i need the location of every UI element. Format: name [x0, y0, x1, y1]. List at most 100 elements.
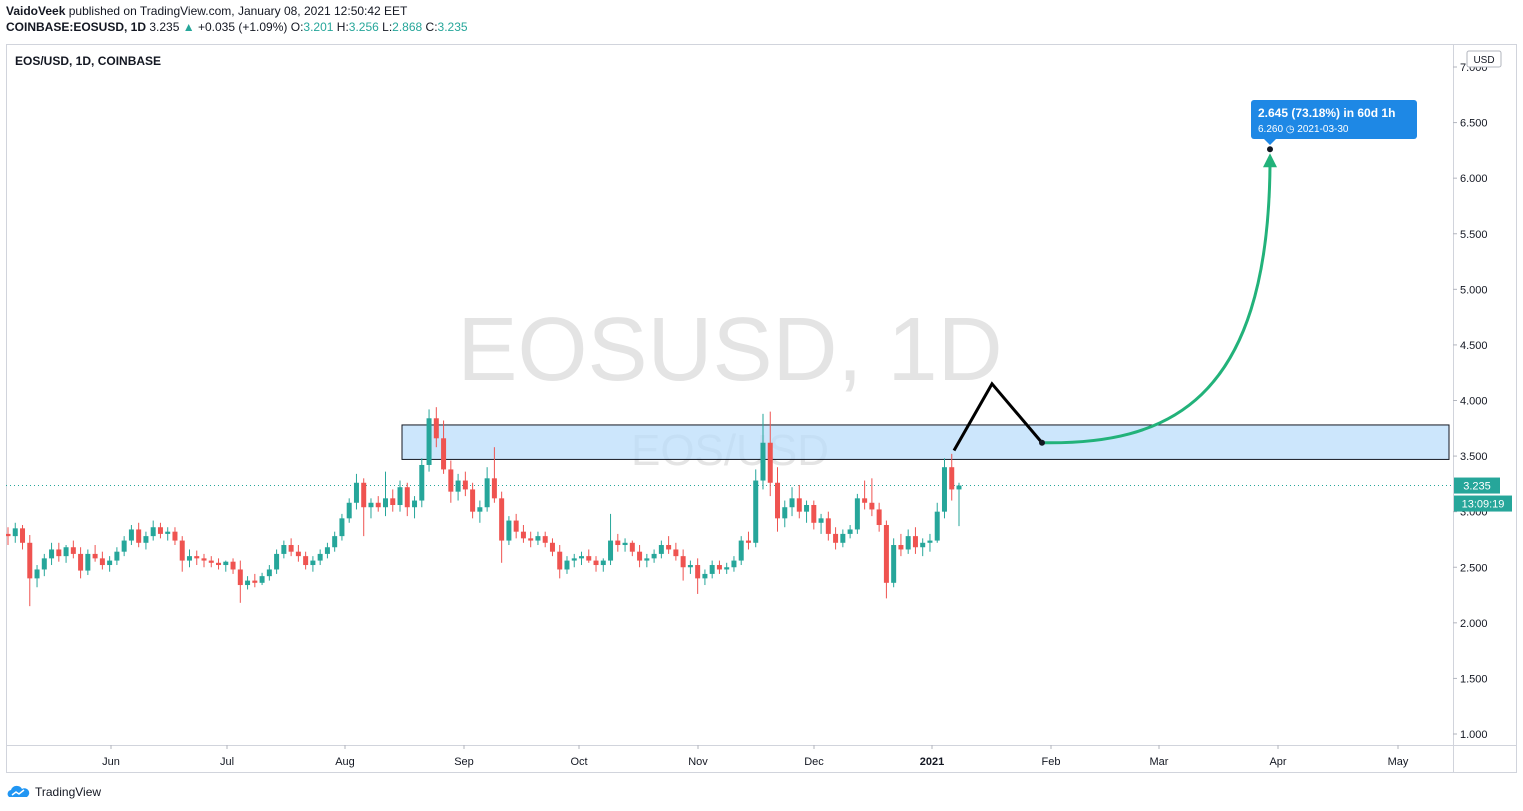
- high-label: H:: [336, 20, 349, 34]
- candle-body: [49, 549, 55, 559]
- x-axis: Jun Jul Aug Sep Oct Nov Dec 2021 Feb Mar Apr May: [102, 745, 1409, 768]
- arrow-head-icon: [1263, 153, 1277, 168]
- candle-body: [426, 418, 432, 465]
- candle-body: [499, 498, 505, 541]
- chart-legend: EOS/USD, 1D, COINBASE: [15, 54, 161, 68]
- candle-body: [811, 504, 817, 523]
- candle-body: [484, 478, 490, 508]
- candle-body: [644, 558, 650, 561]
- y-tick-label: 4.500: [1460, 340, 1488, 352]
- open-label: O:: [290, 20, 304, 34]
- candle-body: [673, 549, 679, 557]
- footer-brand[interactable]: TradingView: [35, 785, 102, 799]
- candle-body: [622, 542, 628, 546]
- y-tick-label: 6.000: [1460, 173, 1488, 185]
- y-tick-label: 2.500: [1460, 562, 1488, 574]
- low-label: L:: [382, 20, 393, 34]
- candle-body: [564, 560, 570, 570]
- resistance-zone[interactable]: [401, 424, 1450, 460]
- x-tick-label: Mar: [1150, 756, 1169, 768]
- candle-body: [927, 540, 933, 543]
- price-chart[interactable]: EOSUSD, 1D EOS/USD EOS/USD, 1D, COINBASE…: [5, 44, 1517, 773]
- up-arrow-icon: ▲: [182, 20, 195, 34]
- candle-body: [804, 504, 810, 512]
- candle-body: [390, 498, 396, 505]
- candle-body: [186, 556, 192, 561]
- candle-body: [760, 442, 766, 481]
- candle-body: [789, 498, 795, 508]
- candle-body: [27, 542, 33, 579]
- measure-pointer: [1264, 139, 1276, 145]
- candles: [5, 407, 962, 607]
- candle-body: [56, 549, 62, 557]
- candle-body: [542, 536, 548, 543]
- candle-body: [5, 533, 11, 537]
- candle-body: [731, 560, 737, 568]
- target-arrow[interactable]: [1041, 165, 1272, 445]
- candle-body: [303, 556, 309, 566]
- candle-body: [883, 525, 889, 583]
- measure-callout[interactable]: 2.645 (73.18%) in 60d 1h 6.260 ◷ 2021-03…: [1251, 100, 1417, 145]
- candle-body: [165, 531, 171, 534]
- chart-header: VaidoVeek published on TradingView.com, …: [6, 3, 468, 35]
- candle-body: [157, 527, 163, 534]
- candle-body: [288, 545, 294, 552]
- low-value: 2.868: [392, 20, 423, 34]
- candle-body: [462, 480, 468, 490]
- candle-body: [259, 576, 265, 583]
- candle-body: [898, 545, 904, 550]
- target-point: [1266, 145, 1274, 154]
- candle-body: [441, 438, 447, 470]
- candle-body: [78, 553, 84, 571]
- candle-body: [150, 527, 156, 537]
- candle-body: [332, 536, 338, 548]
- candle-body: [782, 507, 788, 519]
- candle-body: [608, 540, 614, 561]
- author-name[interactable]: VaidoVeek: [6, 4, 66, 18]
- symbol-label: COINBASE:EOSUSD, 1D: [6, 20, 147, 34]
- candle-body: [34, 569, 40, 579]
- candle-body: [12, 528, 18, 537]
- projection-path[interactable]: [952, 381, 1044, 452]
- candle-body: [905, 536, 911, 550]
- candle-body: [658, 545, 664, 554]
- y-tick-label: 4.000: [1460, 396, 1488, 408]
- countdown-tag: [1454, 495, 1512, 512]
- candle-body: [172, 531, 178, 541]
- candle-body: [245, 580, 251, 586]
- candle-body: [266, 569, 272, 577]
- candle-body: [796, 498, 802, 512]
- candle-body: [586, 556, 592, 561]
- candle-body: [716, 565, 722, 570]
- candle-body: [920, 542, 926, 548]
- candle-body: [346, 502, 352, 519]
- candle-body: [825, 518, 831, 534]
- candle-body: [651, 553, 657, 559]
- candle-body: [557, 551, 563, 570]
- candle-body: [847, 529, 853, 534]
- candle-body: [295, 551, 301, 557]
- candle-body: [324, 547, 330, 554]
- candle-body: [368, 502, 374, 508]
- candle-body: [230, 561, 236, 570]
- candle-body: [709, 565, 715, 574]
- candle-body: [143, 536, 149, 543]
- y-tick-label: 6.500: [1460, 118, 1488, 130]
- tradingview-logo-icon: [7, 785, 30, 797]
- y-tick-label: 3.000: [1460, 507, 1488, 519]
- close-label: C:: [425, 20, 438, 34]
- candle-body: [274, 553, 280, 570]
- candle-body: [179, 540, 185, 561]
- candle-body: [114, 551, 120, 561]
- candle-body: [41, 558, 47, 570]
- candle-body: [876, 509, 882, 526]
- currency-badge[interactable]: [1466, 50, 1502, 68]
- ohlc-line: COINBASE:EOSUSD, 1D 3.235 ▲ +0.035 (+1.0…: [6, 19, 468, 35]
- candle-body: [695, 565, 701, 579]
- candle-body: [310, 560, 316, 566]
- candle-body: [63, 547, 69, 557]
- candle-body: [375, 502, 381, 508]
- chart-frame[interactable]: EOSUSD, 1D EOS/USD EOS/USD, 1D, COINBASE…: [5, 44, 1517, 773]
- y-axis: 1.000 1.500 2.000 2.500 3.000 3.500 4.000 4.500…: [1453, 62, 1488, 741]
- candle-body: [593, 560, 599, 566]
